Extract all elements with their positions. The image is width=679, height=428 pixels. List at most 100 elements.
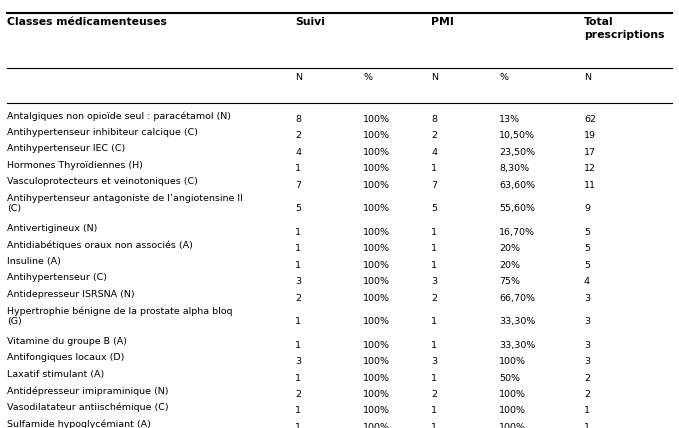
Text: 100%: 100%	[363, 131, 390, 140]
Text: Antihypertenseur antagoniste de l’angiotensine II
(C): Antihypertenseur antagoniste de l’angiot…	[7, 193, 242, 213]
Text: 1: 1	[431, 164, 437, 173]
Text: Antihypertenseur inhibiteur calcique (C): Antihypertenseur inhibiteur calcique (C)	[7, 128, 198, 137]
Text: 1: 1	[295, 261, 301, 270]
Text: 66,70%: 66,70%	[499, 294, 535, 303]
Text: 100%: 100%	[363, 407, 390, 416]
Text: 100%: 100%	[363, 148, 390, 157]
Text: Antalgiques non opioïde seul : paracétamol (N): Antalgiques non opioïde seul : paracétam…	[7, 111, 231, 121]
Text: 8,30%: 8,30%	[499, 164, 529, 173]
Text: 2: 2	[431, 390, 437, 399]
Text: 1: 1	[295, 423, 301, 428]
Text: 13%: 13%	[499, 115, 520, 124]
Text: Antihypertenseur IEC (C): Antihypertenseur IEC (C)	[7, 144, 125, 153]
Text: 1: 1	[295, 407, 301, 416]
Text: 1: 1	[431, 374, 437, 383]
Text: 4: 4	[295, 148, 301, 157]
Text: %: %	[499, 73, 508, 82]
Text: 3: 3	[584, 357, 590, 366]
Text: 1: 1	[431, 244, 437, 253]
Text: 1: 1	[431, 317, 437, 326]
Text: 4: 4	[584, 277, 590, 286]
Text: 100%: 100%	[363, 115, 390, 124]
Text: Hypertrophie bénigne de la prostate alpha bloq
(G): Hypertrophie bénigne de la prostate alph…	[7, 306, 232, 326]
Text: 100%: 100%	[363, 317, 390, 326]
Text: 2: 2	[295, 131, 301, 140]
Text: 1: 1	[295, 228, 301, 237]
Text: Antidepresseur ISRSNA (N): Antidepresseur ISRSNA (N)	[7, 290, 134, 299]
Text: 2: 2	[431, 131, 437, 140]
Text: 100%: 100%	[363, 164, 390, 173]
Text: Vasculoprotecteurs et veinotoniques (C): Vasculoprotecteurs et veinotoniques (C)	[7, 177, 198, 186]
Text: 10,50%: 10,50%	[499, 131, 535, 140]
Text: 1: 1	[584, 423, 590, 428]
Text: 1: 1	[431, 261, 437, 270]
Text: 100%: 100%	[363, 181, 390, 190]
Text: Antihypertenseur (C): Antihypertenseur (C)	[7, 273, 107, 282]
Text: Suivi: Suivi	[295, 17, 325, 27]
Text: N: N	[431, 73, 438, 82]
Text: 33,30%: 33,30%	[499, 341, 536, 350]
Text: 75%: 75%	[499, 277, 520, 286]
Text: 7: 7	[295, 181, 301, 190]
Text: Antifongiques locaux (D): Antifongiques locaux (D)	[7, 353, 124, 363]
Text: 2: 2	[295, 294, 301, 303]
Text: 7: 7	[431, 181, 437, 190]
Text: 20%: 20%	[499, 244, 520, 253]
Text: Antidépresseur imipraminique (N): Antidépresseur imipraminique (N)	[7, 386, 168, 396]
Text: 33,30%: 33,30%	[499, 317, 536, 326]
Text: Sulfamide hypoglycémiant (A): Sulfamide hypoglycémiant (A)	[7, 419, 151, 428]
Text: 3: 3	[295, 357, 301, 366]
Text: 3: 3	[584, 317, 590, 326]
Text: 12: 12	[584, 164, 596, 173]
Text: 17: 17	[584, 148, 596, 157]
Text: N: N	[584, 73, 591, 82]
Text: 50%: 50%	[499, 374, 520, 383]
Text: 11: 11	[584, 181, 596, 190]
Text: Total
prescriptions: Total prescriptions	[584, 17, 665, 39]
Text: 1: 1	[584, 407, 590, 416]
Text: Insuline (A): Insuline (A)	[7, 257, 60, 266]
Text: 4: 4	[431, 148, 437, 157]
Text: 16,70%: 16,70%	[499, 228, 535, 237]
Text: 100%: 100%	[363, 228, 390, 237]
Text: Antidiabétiques oraux non associés (A): Antidiabétiques oraux non associés (A)	[7, 241, 193, 250]
Text: 100%: 100%	[363, 261, 390, 270]
Text: 63,60%: 63,60%	[499, 181, 535, 190]
Text: 100%: 100%	[363, 294, 390, 303]
Text: Classes médicamenteuses: Classes médicamenteuses	[7, 17, 166, 27]
Text: 100%: 100%	[363, 374, 390, 383]
Text: 1: 1	[295, 164, 301, 173]
Text: 1: 1	[295, 317, 301, 326]
Text: 1: 1	[295, 244, 301, 253]
Text: 3: 3	[431, 277, 437, 286]
Text: 3: 3	[431, 357, 437, 366]
Text: 2: 2	[295, 390, 301, 399]
Text: 100%: 100%	[363, 244, 390, 253]
Text: 5: 5	[431, 204, 437, 214]
Text: 2: 2	[584, 374, 590, 383]
Text: 100%: 100%	[363, 357, 390, 366]
Text: Vasodilatateur antiischémique (C): Vasodilatateur antiischémique (C)	[7, 403, 168, 412]
Text: PMI: PMI	[431, 17, 454, 27]
Text: 1: 1	[295, 341, 301, 350]
Text: 2: 2	[431, 294, 437, 303]
Text: 8: 8	[295, 115, 301, 124]
Text: 1: 1	[431, 423, 437, 428]
Text: 62: 62	[584, 115, 596, 124]
Text: Hormones Thyroïdiennes (H): Hormones Thyroïdiennes (H)	[7, 161, 143, 170]
Text: 3: 3	[295, 277, 301, 286]
Text: 100%: 100%	[363, 390, 390, 399]
Text: 20%: 20%	[499, 261, 520, 270]
Text: 100%: 100%	[499, 407, 526, 416]
Text: 5: 5	[295, 204, 301, 214]
Text: 3: 3	[584, 341, 590, 350]
Text: 100%: 100%	[499, 390, 526, 399]
Text: 23,50%: 23,50%	[499, 148, 535, 157]
Text: N: N	[295, 73, 302, 82]
Text: 3: 3	[584, 294, 590, 303]
Text: Laxatif stimulant (A): Laxatif stimulant (A)	[7, 370, 104, 379]
Text: 5: 5	[584, 261, 590, 270]
Text: 100%: 100%	[499, 423, 526, 428]
Text: 1: 1	[431, 407, 437, 416]
Text: 5: 5	[584, 244, 590, 253]
